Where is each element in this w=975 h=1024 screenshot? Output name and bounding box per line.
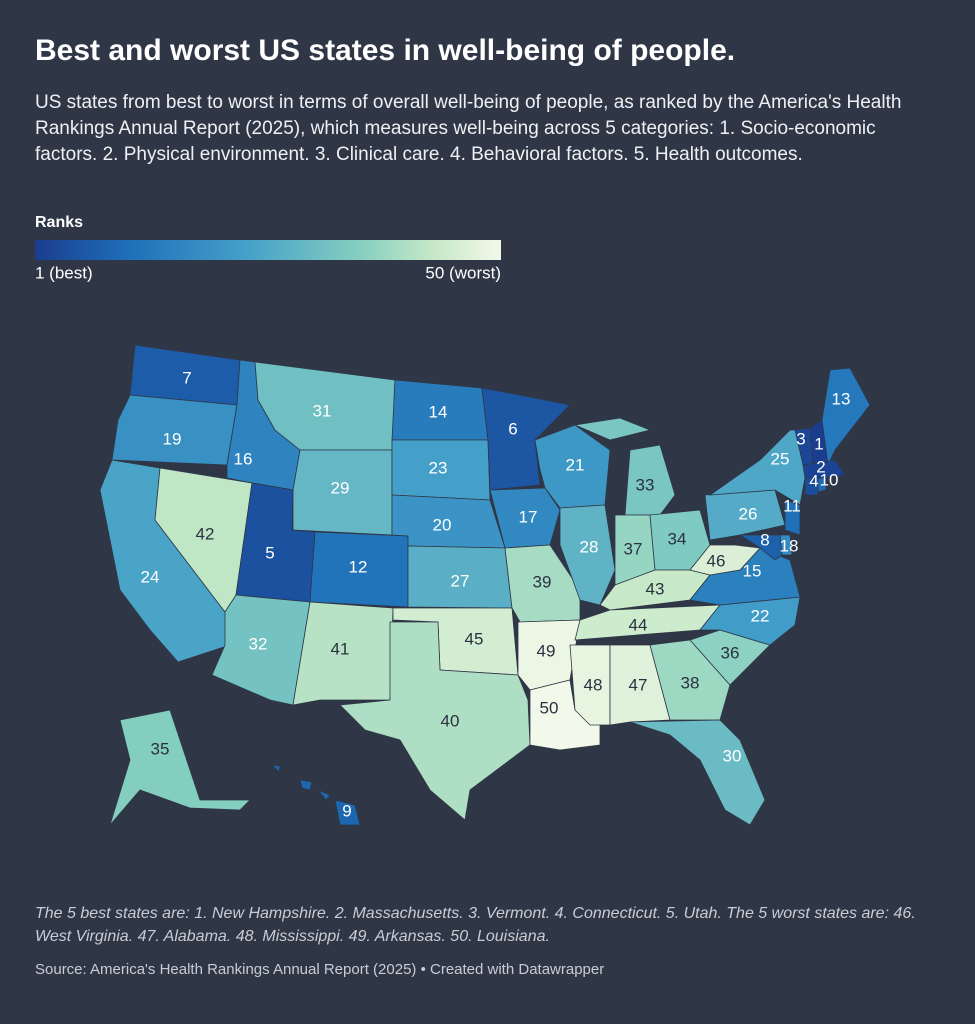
state-label: 33 <box>636 475 655 494</box>
state <box>624 444 676 516</box>
state-label: 29 <box>331 478 350 497</box>
state <box>529 679 601 751</box>
state <box>738 534 783 561</box>
state-part <box>573 417 652 441</box>
state-label: 45 <box>465 629 484 648</box>
state-label: 16 <box>234 449 253 468</box>
state-label: 5 <box>265 543 274 562</box>
state-label: 12 <box>349 557 368 576</box>
state-label: 41 <box>331 639 350 658</box>
source: Source: America's Health Rankings Annual… <box>35 961 605 978</box>
state-label: 48 <box>584 675 603 694</box>
legend-label: 1 (best) <box>35 263 93 282</box>
state <box>821 367 871 467</box>
state-label: 36 <box>721 643 740 662</box>
state-label: 44 <box>629 615 648 634</box>
state-label: 43 <box>646 579 665 598</box>
state <box>111 394 238 466</box>
state <box>109 709 251 826</box>
state-label: 4 <box>809 471 818 490</box>
state-label: 19 <box>163 429 182 448</box>
state-label: 35 <box>151 739 170 758</box>
legend-label: 50 (worst) <box>425 263 501 282</box>
state-label: 47 <box>629 675 648 694</box>
state-label: 13 <box>832 389 851 408</box>
state-label: 21 <box>566 455 585 474</box>
state-label: 6 <box>508 419 517 438</box>
state-label: 3 <box>796 429 805 448</box>
state-label: 22 <box>751 606 770 625</box>
state-label: 39 <box>533 572 552 591</box>
state <box>802 459 846 479</box>
state-label: 25 <box>771 449 790 468</box>
state-label: 31 <box>313 401 332 420</box>
state-label: 14 <box>429 402 448 421</box>
state <box>804 477 819 496</box>
state-label: 26 <box>739 504 758 523</box>
state-part <box>317 789 331 801</box>
state-label: 15 <box>743 561 762 580</box>
state-part <box>299 779 313 791</box>
state <box>569 644 611 726</box>
state-label: 28 <box>580 537 599 556</box>
state-label: 34 <box>668 529 687 548</box>
state-label: 10 <box>820 470 839 489</box>
state-label: 2 <box>816 457 825 476</box>
state-label: 17 <box>519 507 538 526</box>
state <box>649 639 731 721</box>
state <box>817 477 827 493</box>
state <box>334 799 361 826</box>
state <box>339 621 531 821</box>
state-label: 40 <box>441 711 460 730</box>
state-label: 38 <box>681 673 700 692</box>
state-label: 42 <box>196 524 215 543</box>
legend-title: Ranks <box>35 214 84 231</box>
state-label: 20 <box>433 515 452 534</box>
state-label: 49 <box>537 641 556 660</box>
state-label: 7 <box>182 368 191 387</box>
state-label: 50 <box>540 698 559 717</box>
state <box>292 449 393 536</box>
state <box>784 499 801 536</box>
title: Best and worst US states in well-being o… <box>35 34 736 67</box>
state <box>629 719 766 826</box>
state-label: 30 <box>723 746 742 765</box>
state-label: 1 <box>814 434 823 453</box>
state <box>481 387 571 491</box>
state-label: 24 <box>141 567 160 586</box>
note: The 5 best states are: 1. New Hampshire.… <box>35 905 916 945</box>
state-label: 9 <box>342 801 351 820</box>
state <box>489 487 561 549</box>
state-label: 27 <box>451 571 470 590</box>
state-label: 18 <box>780 536 799 555</box>
state-label: 23 <box>429 458 448 477</box>
state-label: 8 <box>760 530 769 549</box>
state-label: 32 <box>249 634 268 653</box>
state <box>292 601 394 706</box>
state-part <box>270 764 281 773</box>
legend-gradient <box>35 240 501 260</box>
subtitle: US states from best to worst in terms of… <box>35 92 902 165</box>
state <box>574 604 721 641</box>
state-label: 11 <box>783 496 801 515</box>
state-label: 46 <box>707 551 726 570</box>
state-label: 37 <box>624 539 643 558</box>
